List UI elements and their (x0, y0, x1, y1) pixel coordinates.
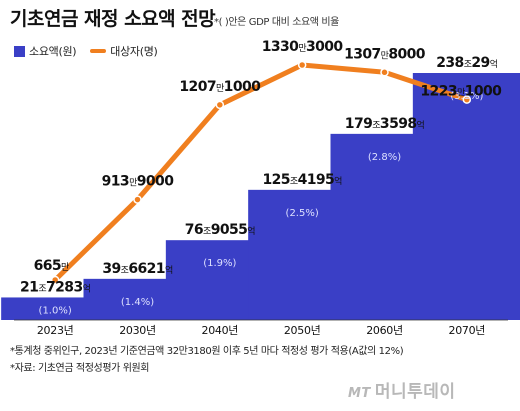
chart-title: 기초연금 재정 소요액 전망 (10, 8, 216, 30)
bar-value-label-part: 조 (372, 121, 380, 131)
bar-value-label-part: 억 (83, 282, 91, 294)
bar-value-label-part: 조 (290, 177, 298, 187)
bar-value-label: 76조9055억 (185, 222, 256, 238)
line-value-label: 1307만8000 (344, 46, 426, 62)
x-axis-ticks: 2023년 2030년 2040년 2050년 2060년 2070년 (37, 324, 486, 337)
bar-value-label-part: 9055 (211, 222, 248, 238)
line-value-label-part: 만 (216, 83, 224, 94)
line-value-label: 665만 (34, 258, 69, 274)
bar-value-label-part: 125 (262, 172, 289, 188)
bar-value-label-part: 억 (165, 264, 173, 276)
bar-value-label-part: 조 (464, 60, 472, 70)
gdp-ratio-label: (1.9%) (203, 258, 236, 269)
x-tick-label: 2070년 (449, 324, 486, 337)
line-value-label: 1330만3000 (262, 39, 344, 55)
bar-value-label: 21조7283억 (20, 279, 91, 295)
line-value-label-part: 8000 (388, 46, 425, 62)
bar-value-label-part: 238 (436, 55, 463, 71)
bar-value-label-part: 억 (247, 225, 255, 237)
line-value-label-part: 1000 (465, 84, 502, 100)
legend-line-swatch (90, 49, 107, 53)
bar-value-label-part: 179 (345, 116, 372, 132)
watermark-mt-logo: MT (348, 386, 371, 401)
gdp-ratio-label: (1.0%) (39, 306, 72, 317)
x-tick-label: 2060년 (366, 324, 403, 337)
watermark-text: 머니투데이 (374, 382, 456, 402)
bar-value-label: 238조29억 (436, 55, 497, 71)
line-layer (50, 60, 472, 285)
bar-value-label-part: 29 (471, 55, 489, 71)
x-tick-label: 2023년 (37, 324, 74, 337)
line-value-label: 913만9000 (102, 174, 175, 190)
bar-value-label-part: 억 (334, 175, 342, 187)
bar-value-label-part: 조 (121, 266, 129, 276)
bar-value-label: 179조3598억 (345, 116, 425, 132)
line-value-label-part: 1330 (262, 39, 299, 55)
line-point (462, 95, 472, 104)
line-point (50, 275, 60, 285)
bar-value-label-part: 39 (102, 261, 120, 277)
bars-layer (1, 73, 520, 320)
x-tick-label: 2040년 (202, 324, 239, 337)
line-value-label-part: 3000 (306, 39, 343, 55)
bar-value-label-part: 6621 (128, 261, 165, 277)
subscriber-line (52, 62, 470, 283)
bar-value-label: 125조4195억 (262, 172, 342, 188)
labels-layer: (1.0%)21조7283억(1.4%)39조6621억(1.9%)76조905… (20, 39, 503, 317)
line-value-label-part: 만 (381, 50, 389, 61)
x-tick-label: 2050년 (284, 324, 321, 337)
footnote-data-source: *자료: 기초연금 적정성평가 위원회 (10, 363, 150, 374)
line-value-label-part: 9000 (137, 174, 174, 190)
bar-2070년 (412, 73, 520, 320)
publisher-watermark: MT 머니투데이 (348, 377, 456, 402)
bar-value-label-part: 3598 (380, 116, 417, 132)
bar-value-label-part: 조 (38, 284, 46, 294)
line-point (297, 60, 307, 70)
bar-value-label-part: 억 (417, 119, 425, 131)
bar-value-label-part: 조 (203, 227, 211, 237)
bar-value-label: 39조6621억 (102, 261, 173, 277)
line-value-label-part: 665 (34, 258, 61, 274)
footnote-source-method: *통계청 중위인구, 2023년 기준연금액 32만3180원 이후 5년 마다… (10, 346, 404, 357)
legend-bar-label: 소요액(원) (29, 45, 77, 58)
line-value-label-part: 만 (129, 178, 137, 189)
x-tick-label: 2030년 (119, 324, 156, 337)
chart-area: (1.0%)21조7283억(1.4%)39조6621억(1.9%)76조905… (1, 39, 520, 337)
bar-value-label-part: 76 (185, 222, 203, 238)
chart-subtitle: *( )안은 GDP 대비 소요액 비율 (214, 17, 339, 28)
legend-line-label: 대상자(명) (110, 45, 158, 58)
gdp-ratio-label: (1.4%) (121, 297, 154, 308)
line-value-label-part: 1000 (224, 79, 261, 95)
bar-2023년 (1, 297, 110, 320)
line-value-label-part: 만 (298, 43, 306, 54)
line-value-label-part: 913 (102, 174, 129, 190)
line-value-label-part: 1223 (420, 84, 457, 100)
gdp-ratio-label: (2.5%) (286, 208, 319, 219)
legend-bar-swatch (14, 45, 25, 57)
gdp-ratio-label: (3.1%) (450, 91, 483, 102)
bar-value-label-part: 4195 (298, 172, 335, 188)
line-value-label-part: 1207 (179, 79, 216, 95)
line-point (133, 195, 142, 204)
line-point (380, 68, 389, 77)
line-value-label-part: 만 (61, 262, 69, 273)
line-value-label: 1207만1000 (179, 79, 261, 95)
bar-value-label-part: 21 (20, 279, 38, 295)
bar-value-label-part: 7283 (46, 279, 83, 295)
line-point (215, 100, 225, 110)
line-value-label: 1223만1000 (420, 84, 502, 100)
legend: 소요액(원) 대상자(명) (14, 43, 158, 59)
line-value-label-part: 만 (457, 88, 465, 99)
bar-value-label-part: 억 (490, 58, 498, 70)
line-value-label-part: 1307 (344, 46, 381, 62)
gdp-ratio-label: (2.8%) (368, 152, 401, 163)
